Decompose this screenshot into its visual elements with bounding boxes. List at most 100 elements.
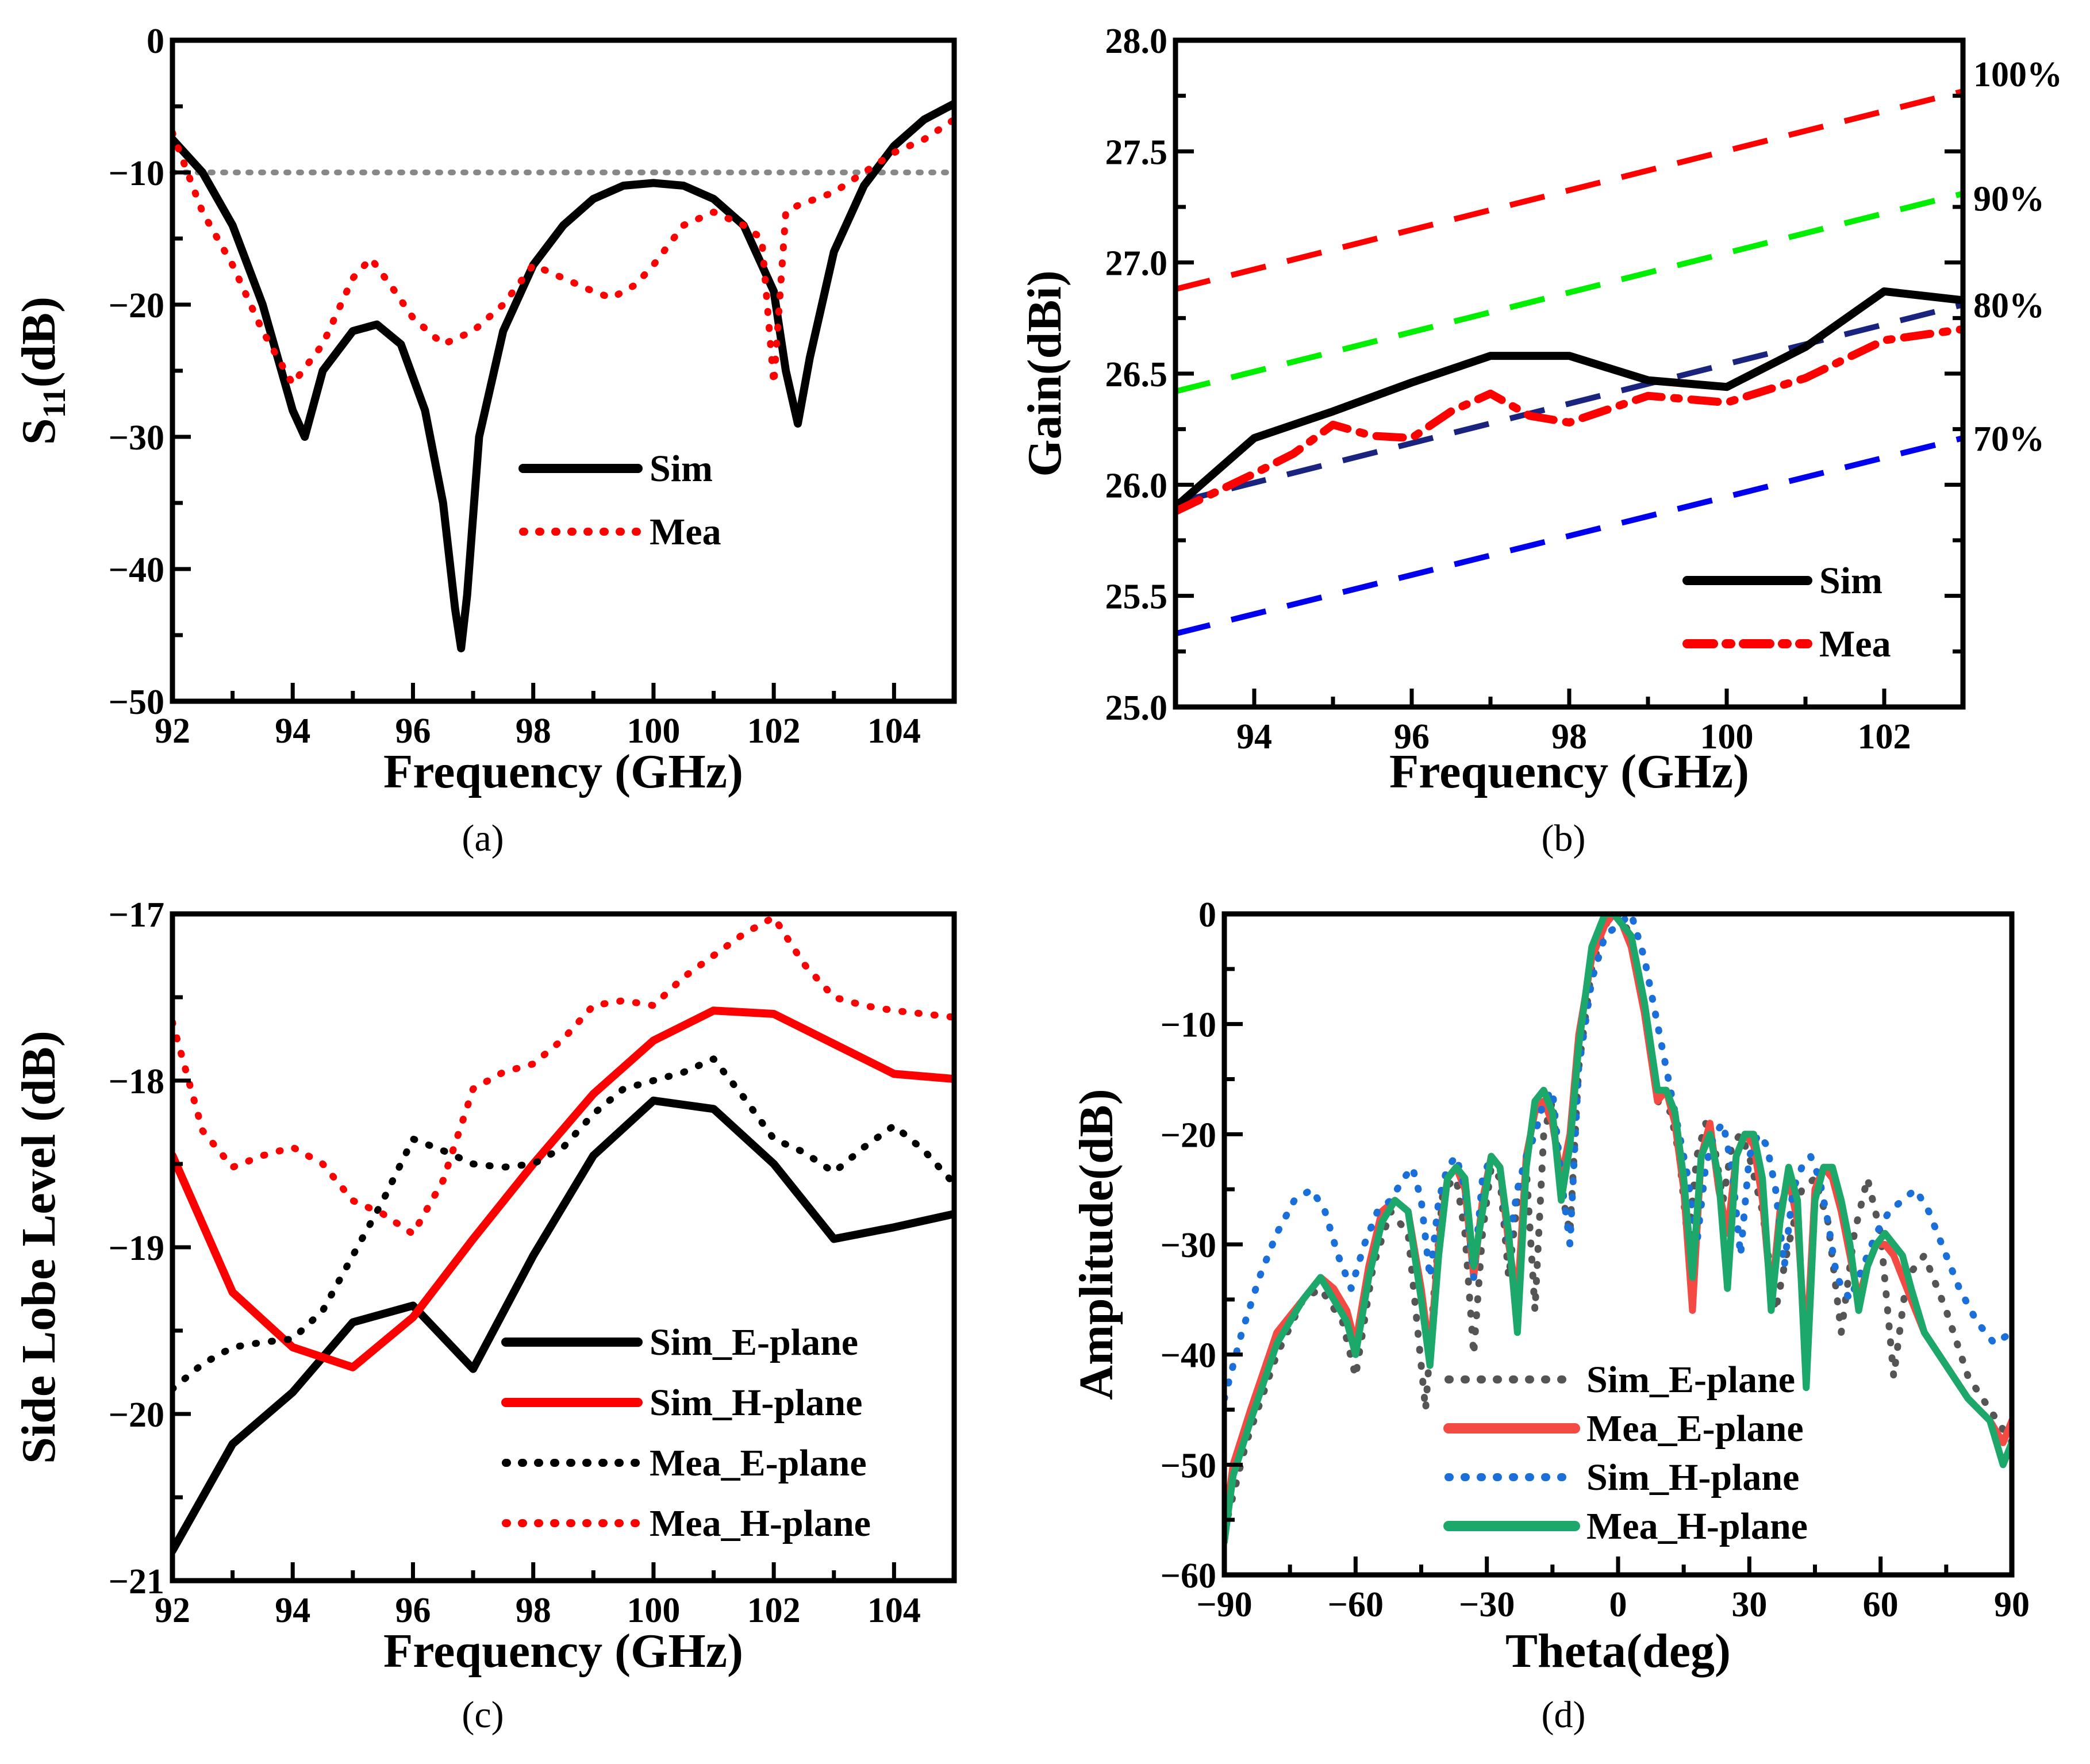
y-tick-label: −50	[1161, 1446, 1216, 1485]
x-axis-label: Frequency (GHz)	[1389, 745, 1749, 798]
y-tick-label: 25.0	[1105, 689, 1168, 728]
y-tick-label: 0	[1198, 896, 1216, 935]
x-tick-label: 96	[395, 1591, 431, 1630]
chart-panel-a: 92 94 96 98 100 102 104 0 −10 −20 −30 −40 −50 Frequen…	[12, 22, 957, 859]
efficiency-line-100pct	[1175, 89, 1963, 292]
x-tick-label: 100	[627, 712, 680, 751]
y-tick-label: −20	[109, 1396, 164, 1435]
series-line-mea-h-plane	[1224, 914, 2012, 1546]
series-line-mea-e-plane	[172, 1055, 954, 1393]
legend-label: Sim	[650, 448, 713, 490]
x-tick-label: 98	[1551, 717, 1587, 756]
y-axis-label: Gain(dBi)	[1018, 270, 1071, 476]
y-tick-label: −30	[1161, 1226, 1216, 1265]
y-tick-label: −40	[1161, 1336, 1216, 1375]
efficiency-label: 80%	[1973, 286, 2045, 325]
panel-caption: (b)	[1542, 817, 1586, 859]
y-tick-label: −60	[1161, 1557, 1216, 1596]
series-line-sim-e-plane	[1224, 914, 2012, 1535]
legend-label: Sim_E-plane	[1586, 1359, 1795, 1401]
x-axis-label: Theta(deg)	[1505, 1624, 1731, 1678]
chart-panel-c: 92 94 96 98 100 102 104 −17 −18 −19 −20 −21 Frequenc…	[12, 896, 957, 1736]
efficiency-line-70pct	[1175, 435, 1963, 637]
y-tick-label: −30	[109, 418, 164, 458]
panel-caption: (d)	[1542, 1694, 1586, 1736]
legend-label: Sim	[1819, 560, 1882, 602]
y-tick-label: 26.0	[1105, 466, 1168, 505]
series-line-mea	[1175, 325, 1963, 516]
x-tick-label: −90	[1196, 1585, 1252, 1624]
x-tick-label: 102	[1858, 717, 1911, 756]
x-tick-label: 102	[747, 712, 801, 751]
y-axis-label-sub: 11	[37, 388, 72, 418]
x-tick-label: 92	[155, 712, 190, 751]
legend-label: Mea_E-plane	[650, 1442, 867, 1484]
legend-label: Mea_E-plane	[1586, 1408, 1804, 1450]
panel-caption: (c)	[462, 1694, 504, 1736]
series-line-mea	[172, 116, 954, 387]
x-tick-label: 104	[867, 1591, 921, 1630]
y-tick-label: −10	[109, 154, 164, 193]
x-tick-label: 104	[867, 712, 921, 751]
legend-label: Sim_H-plane	[650, 1382, 862, 1424]
efficiency-label: 70%	[1973, 420, 2045, 459]
series-line-sim-h-plane	[172, 1006, 954, 1371]
y-tick-label: −20	[1161, 1116, 1216, 1155]
x-tick-label: 100	[627, 1591, 680, 1630]
x-tick-label: 60	[1863, 1585, 1899, 1624]
x-axis-label: Frequency (GHz)	[383, 745, 743, 798]
chart-panel-d: −90 −60 −30 0 30 60 900−10−20−30−40−50−60Theta…	[1070, 896, 2030, 1736]
y-tick-label: 0	[147, 22, 164, 61]
y-tick-label: 26.5	[1105, 355, 1168, 394]
legend-label: Sim_E-plane	[650, 1321, 858, 1363]
x-tick-label: −60	[1328, 1585, 1384, 1624]
x-tick-label: 0	[1609, 1585, 1627, 1624]
y-axis-label: Amplitude(dB)	[1070, 1089, 1123, 1400]
y-tick-label: −17	[109, 896, 164, 935]
y-axis-label-main: S	[12, 418, 66, 445]
efficiency-line-90pct	[1175, 190, 1963, 394]
x-tick-label: 102	[747, 1591, 801, 1630]
efficiency-label: 90%	[1973, 180, 2045, 219]
y-tick-label: 27.0	[1105, 244, 1168, 283]
x-tick-label: 92	[155, 1591, 190, 1630]
y-tick-label: −40	[109, 551, 164, 590]
efficiency-line-80pct	[1175, 302, 1963, 506]
y-axis-label: S11(dB)	[12, 297, 72, 445]
panel-caption: (a)	[462, 817, 504, 859]
series-line-sim	[172, 99, 954, 652]
y-tick-label: −50	[109, 683, 164, 722]
legend-label: Mea	[650, 511, 721, 553]
y-tick-label: −18	[109, 1062, 164, 1101]
x-tick-label: 30	[1731, 1585, 1767, 1624]
y-tick-label: −10	[1161, 1006, 1216, 1045]
x-tick-label: 90	[1994, 1585, 2030, 1624]
x-tick-label: 96	[1394, 717, 1430, 756]
y-axis-label: Side Lobe Level (dB)	[12, 1031, 66, 1464]
x-tick-label: 98	[516, 712, 551, 751]
series-line-mea-h-plane	[172, 914, 954, 1238]
x-tick-label: 100	[1700, 717, 1754, 756]
chart-panel-b: 100% 90% 80% 70% 94 96 98 100 102 25.0 25.5 26.0 26.…	[1018, 22, 2062, 859]
x-tick-label: −30	[1459, 1585, 1515, 1624]
y-tick-label: −21	[109, 1562, 164, 1601]
series-line-sim-e-plane	[172, 1096, 954, 1555]
legend-label: Mea	[1819, 623, 1891, 665]
plot-frame	[170, 37, 957, 704]
x-tick-label: 98	[516, 1591, 551, 1630]
y-axis-label-rest: (dB)	[12, 297, 66, 388]
series-line-sim-h-plane	[1224, 914, 2012, 1402]
legend-label: Mea_H-plane	[1586, 1505, 1808, 1547]
legend-label: Mea_H-plane	[650, 1502, 871, 1544]
y-tick-label: −19	[109, 1229, 164, 1268]
x-tick-label: 96	[395, 712, 431, 751]
x-tick-label: 94	[275, 712, 310, 751]
y-tick-label: 27.5	[1105, 133, 1168, 172]
x-tick-label: 94	[275, 1591, 310, 1630]
y-tick-label: 28.0	[1105, 22, 1168, 61]
x-tick-label: 94	[1236, 717, 1272, 756]
y-tick-label: 25.5	[1105, 578, 1168, 617]
x-axis-label: Frequency (GHz)	[383, 1624, 743, 1678]
y-tick-label: −20	[109, 286, 164, 325]
